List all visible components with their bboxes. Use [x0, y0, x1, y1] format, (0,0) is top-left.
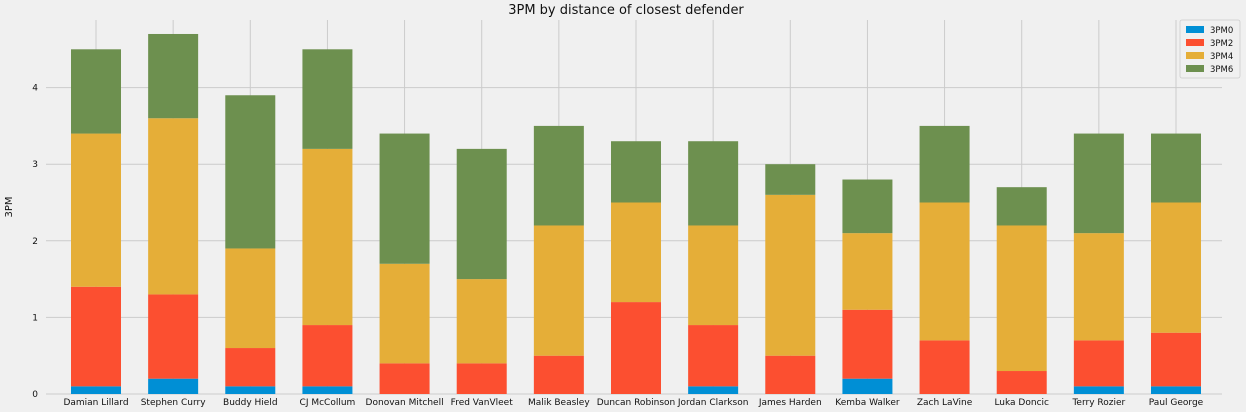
x-tick-label: Jordan Clarkson [677, 398, 749, 408]
bar-segment-3pm4 [533, 225, 584, 356]
legend-swatch [1186, 52, 1204, 59]
bar-segment-3pm0 [225, 386, 276, 394]
bar-segment-3pm6 [533, 125, 584, 226]
legend-swatch [1186, 39, 1204, 46]
bar-segment-3pm4 [225, 248, 276, 349]
bar-segment-3pm6 [919, 125, 970, 203]
bars [71, 33, 1201, 394]
bar-segment-3pm2 [225, 348, 276, 387]
legend-label: 3PM0 [1210, 26, 1233, 36]
bar-segment-3pm2 [611, 302, 661, 394]
x-tick-label: CJ McCollum [300, 398, 356, 408]
bar-segment-3pm6 [1151, 133, 1201, 203]
bar-segment-3pm6 [379, 133, 430, 264]
bar-segment-3pm4 [919, 202, 970, 341]
legend-label: 3PM6 [1210, 65, 1233, 75]
bar-segment-3pm0 [1073, 386, 1124, 394]
bar-segment-3pm0 [688, 386, 739, 394]
bar-segment-3pm6 [225, 95, 276, 249]
y-tick-label: 4 [32, 84, 38, 94]
bar-segment-3pm6 [1073, 133, 1124, 234]
x-tick-label: Malik Beasley [528, 398, 590, 408]
bar-segment-3pm6 [842, 179, 893, 234]
bar-segment-3pm0 [1151, 386, 1201, 394]
y-axis-label: 3PM [4, 196, 15, 217]
x-tick-label: Zach LaVine [917, 398, 973, 408]
legend-label: 3PM4 [1210, 52, 1233, 62]
bar-segment-3pm4 [1073, 233, 1124, 341]
x-tick-label: Fred VanVleet [451, 398, 514, 408]
bar-segment-3pm2 [533, 355, 584, 394]
bar-segment-3pm2 [996, 371, 1047, 394]
bar-segment-3pm4 [842, 233, 893, 310]
x-tick-label: Kemba Walker [835, 398, 900, 408]
bar-segment-3pm0 [71, 386, 121, 394]
legend-label: 3PM2 [1210, 39, 1233, 49]
bar-segment-3pm4 [302, 148, 353, 326]
bar-segment-3pm4 [996, 225, 1047, 372]
bar-segment-3pm4 [379, 263, 430, 364]
legend: 3PM0 3PM2 3PM4 3PM6 [1179, 19, 1241, 79]
bar-segment-3pm6 [456, 148, 507, 280]
bar-segment-3pm2 [302, 325, 353, 387]
x-tick-label: Buddy Hield [223, 398, 278, 408]
bar-segment-3pm6 [688, 141, 739, 226]
y-tick-label: 2 [32, 237, 38, 247]
y-tick-label: 0 [32, 390, 38, 400]
bar-segment-3pm4 [765, 194, 816, 356]
bar-segment-3pm2 [688, 325, 739, 387]
bar-segment-3pm4 [1151, 202, 1201, 333]
bar-segment-3pm0 [302, 386, 353, 394]
bar-segment-3pm0 [842, 378, 893, 394]
bar-segment-3pm4 [611, 202, 661, 303]
x-tick-label: James Harden [758, 398, 822, 408]
bar-segment-3pm2 [379, 363, 430, 394]
x-tick-label: Paul George [1149, 398, 1204, 408]
bar-segment-3pm4 [456, 279, 507, 364]
legend-swatch [1186, 26, 1204, 33]
bar-segment-3pm4 [71, 133, 121, 287]
bar-segment-3pm2 [765, 355, 816, 394]
bar-segment-3pm6 [765, 164, 816, 195]
bar-segment-3pm4 [148, 118, 199, 295]
bar-segment-3pm2 [71, 286, 121, 387]
bar-segment-3pm4 [688, 225, 739, 326]
bar-segment-3pm2 [1151, 332, 1201, 387]
chart-title: 3PM by distance of closest defender [508, 3, 744, 18]
bar-segment-3pm6 [148, 33, 199, 119]
legend-swatch [1186, 65, 1204, 72]
bar-segment-3pm0 [148, 378, 199, 394]
y-tick-label: 3 [32, 160, 38, 170]
bar-segment-3pm2 [919, 340, 970, 394]
y-tick-label: 1 [32, 313, 38, 323]
x-tick-label: Donovan Mitchell [366, 398, 444, 408]
legend-box [1179, 19, 1241, 79]
bar-segment-3pm6 [996, 187, 1047, 226]
x-tick-label: Terry Rozier [1071, 398, 1125, 408]
bar-segment-3pm6 [302, 49, 353, 149]
bar-segment-3pm2 [456, 363, 507, 394]
x-tick-label: Duncan Robinson [597, 398, 676, 408]
bar-segment-3pm6 [611, 141, 661, 203]
bar-segment-3pm6 [71, 49, 121, 134]
x-tick-label: Stephen Curry [141, 398, 207, 408]
bar-segment-3pm2 [842, 309, 893, 379]
bar-segment-3pm2 [1073, 340, 1124, 387]
bar-segment-3pm2 [148, 294, 199, 379]
x-tick-label: Damian Lillard [63, 398, 128, 408]
x-tick-label: Luka Doncic [994, 398, 1049, 408]
ticks: 0 1 2 3 4 Damian Lillard Stephen Curry Buddy Hi… [32, 84, 1203, 408]
